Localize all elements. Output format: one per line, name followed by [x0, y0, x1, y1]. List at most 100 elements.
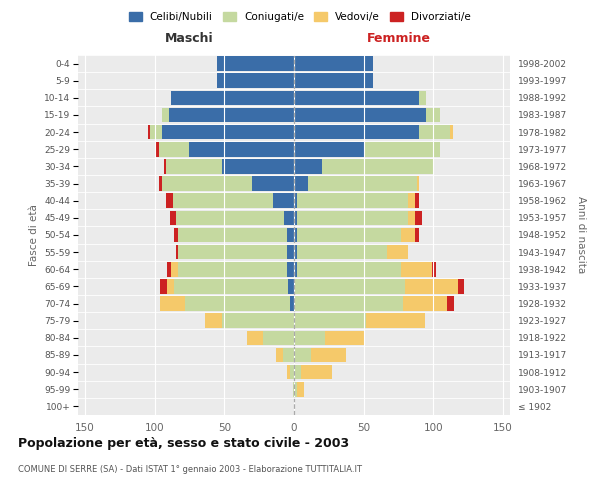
Bar — [294, 348, 346, 362]
Bar — [172, 90, 294, 105]
Bar — [294, 314, 425, 328]
Bar — [294, 159, 433, 174]
Bar — [294, 279, 406, 293]
Bar — [172, 262, 294, 276]
Bar — [294, 382, 297, 396]
Bar — [172, 90, 294, 105]
Bar — [221, 159, 294, 174]
Bar — [185, 296, 294, 311]
Bar — [159, 176, 294, 191]
Bar — [170, 210, 294, 225]
Bar — [294, 228, 401, 242]
Bar — [273, 194, 294, 208]
Bar — [176, 245, 294, 260]
Bar — [172, 90, 294, 105]
Bar — [247, 330, 294, 345]
Bar — [294, 125, 453, 140]
Bar — [294, 330, 325, 345]
Bar — [178, 245, 294, 260]
Bar — [160, 296, 294, 311]
Bar — [174, 228, 294, 242]
Bar — [294, 108, 440, 122]
Bar — [294, 296, 403, 311]
Bar — [294, 210, 297, 225]
Bar — [294, 74, 373, 88]
Bar — [294, 365, 332, 380]
Bar — [294, 74, 373, 88]
Bar — [294, 142, 440, 156]
Y-axis label: Anni di nascita: Anni di nascita — [577, 196, 586, 274]
Bar — [294, 365, 301, 380]
Bar — [173, 194, 294, 208]
Bar — [151, 125, 294, 140]
Bar — [294, 262, 432, 276]
Bar — [160, 279, 294, 293]
Bar — [161, 108, 294, 122]
Bar — [178, 262, 294, 276]
Bar — [161, 125, 294, 140]
Bar — [294, 142, 440, 156]
Bar — [294, 108, 427, 122]
Bar — [217, 56, 294, 71]
Bar — [159, 142, 294, 156]
Bar — [294, 56, 373, 71]
Bar — [178, 245, 294, 260]
Bar — [294, 262, 297, 276]
Bar — [294, 194, 297, 208]
Bar — [294, 228, 297, 242]
Bar — [294, 194, 419, 208]
Bar — [290, 365, 294, 380]
Bar — [161, 108, 294, 122]
Bar — [247, 330, 294, 345]
Bar — [283, 348, 294, 362]
Bar — [161, 176, 294, 191]
Bar — [294, 210, 415, 225]
Bar — [294, 142, 440, 156]
Bar — [160, 296, 294, 311]
Bar — [294, 74, 373, 88]
Bar — [167, 262, 294, 276]
Bar — [294, 348, 311, 362]
Bar — [294, 382, 304, 396]
Bar — [148, 125, 294, 140]
Bar — [294, 296, 454, 311]
Text: Maschi: Maschi — [165, 32, 214, 44]
Bar — [287, 245, 294, 260]
Legend: Celibi/Nubili, Coniugati/e, Vedovi/e, Divorziati/e: Celibi/Nubili, Coniugati/e, Vedovi/e, Di… — [125, 8, 475, 26]
Bar — [169, 108, 294, 122]
Bar — [293, 382, 294, 396]
Bar — [293, 382, 294, 396]
Bar — [205, 314, 294, 328]
Text: Popolazione per età, sesso e stato civile - 2003: Popolazione per età, sesso e stato civil… — [18, 438, 349, 450]
Bar — [294, 90, 427, 105]
Bar — [287, 228, 294, 242]
Bar — [151, 125, 294, 140]
Bar — [294, 159, 322, 174]
Text: COMUNE DI SERRE (SA) - Dati ISTAT 1° gennaio 2003 - Elaborazione TUTTITALIA.IT: COMUNE DI SERRE (SA) - Dati ISTAT 1° gen… — [18, 466, 362, 474]
Bar — [294, 245, 297, 260]
Bar — [294, 108, 440, 122]
Bar — [294, 348, 346, 362]
Bar — [294, 159, 433, 174]
Bar — [174, 279, 294, 293]
Bar — [294, 176, 419, 191]
Bar — [294, 314, 425, 328]
Bar — [294, 90, 419, 105]
Bar — [276, 348, 294, 362]
Bar — [263, 330, 294, 345]
Bar — [287, 262, 294, 276]
Bar — [284, 210, 294, 225]
Bar — [294, 125, 450, 140]
Bar — [156, 142, 294, 156]
Bar — [294, 262, 401, 276]
Bar — [217, 74, 294, 88]
Bar — [159, 142, 294, 156]
Bar — [287, 365, 294, 380]
Bar — [294, 210, 408, 225]
Bar — [161, 176, 294, 191]
Bar — [294, 194, 415, 208]
Bar — [178, 228, 294, 242]
Bar — [294, 90, 427, 105]
Bar — [217, 74, 294, 88]
Bar — [294, 56, 373, 71]
